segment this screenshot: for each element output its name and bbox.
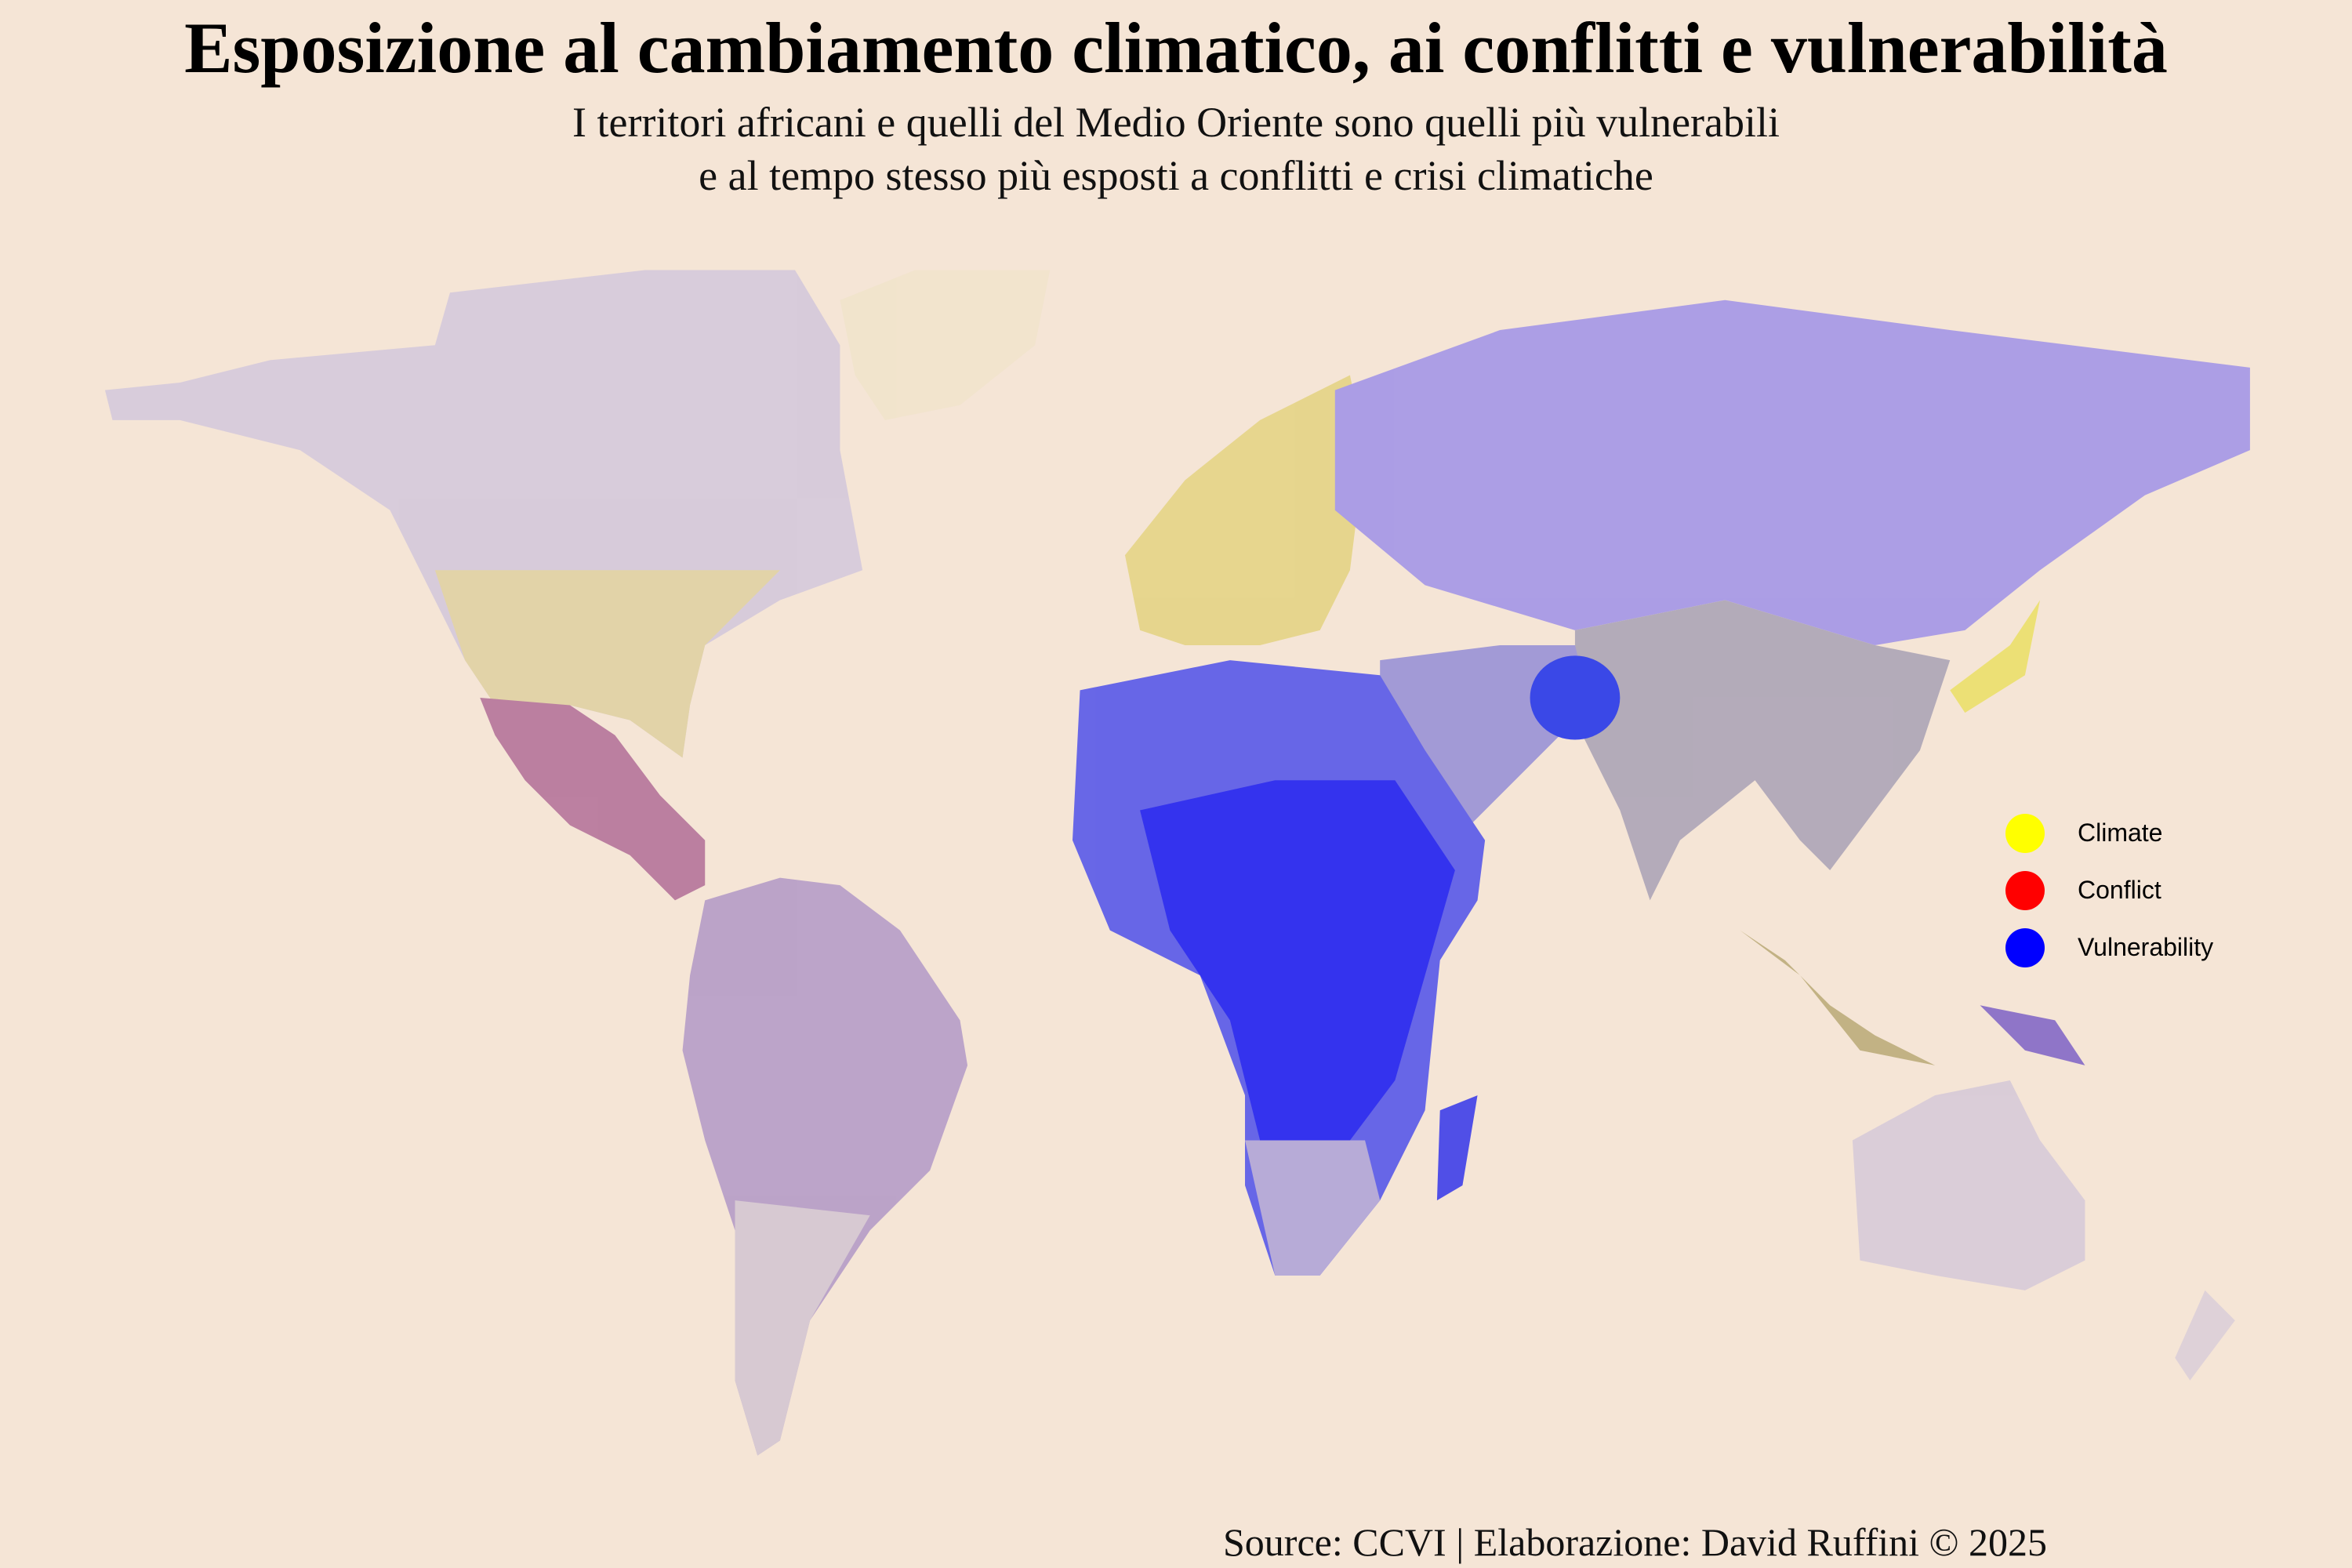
legend-item-vulnerability: Vulnerability xyxy=(2005,919,2213,976)
legend-label: Conflict xyxy=(2078,876,2161,904)
legend: Climate Conflict Vulnerability xyxy=(2005,804,2213,976)
region-new-zealand xyxy=(2175,1290,2235,1381)
region-east-south-asia xyxy=(1574,600,1951,901)
region-africa-core xyxy=(1140,780,1455,1141)
region-south-america-south xyxy=(735,1200,870,1456)
legend-dot-yellow-icon xyxy=(2005,813,2045,853)
legend-dot-red-icon xyxy=(2005,870,2045,910)
legend-label: Vulnerability xyxy=(2078,933,2214,961)
region-new-guinea xyxy=(1980,1005,2085,1065)
source-caption: Source: CCVI | Elaborazione: David Ruffi… xyxy=(1223,1520,2048,1564)
region-south-america xyxy=(682,877,968,1456)
region-central-america xyxy=(480,697,706,901)
legend-label: Climate xyxy=(2078,818,2163,847)
region-australia xyxy=(1852,1080,2085,1290)
region-madagascar xyxy=(1436,1095,1478,1201)
region-russia-central-asia xyxy=(1334,299,2250,645)
subtitle-line-2: e al tempo stesso più esposti a conflitt… xyxy=(699,152,1653,199)
map-subtitle: I territori africani e quelli del Medio … xyxy=(0,96,2352,202)
legend-dot-blue-icon xyxy=(2005,927,2045,967)
subtitle-line-1: I territori africani e quelli del Medio … xyxy=(572,99,1780,146)
map-title: Esposizione al cambiamento climatico, ai… xyxy=(184,8,2168,88)
region-indonesia xyxy=(1740,930,1936,1065)
legend-item-conflict: Conflict xyxy=(2005,862,2213,919)
region-usa-climate xyxy=(434,570,780,758)
legend-item-climate: Climate xyxy=(2005,804,2213,862)
region-japan xyxy=(1950,600,2041,713)
region-europe xyxy=(1124,375,1366,645)
region-southern-africa xyxy=(1245,1140,1381,1276)
region-greenland xyxy=(840,270,1051,420)
region-afghanistan xyxy=(1530,655,1621,740)
